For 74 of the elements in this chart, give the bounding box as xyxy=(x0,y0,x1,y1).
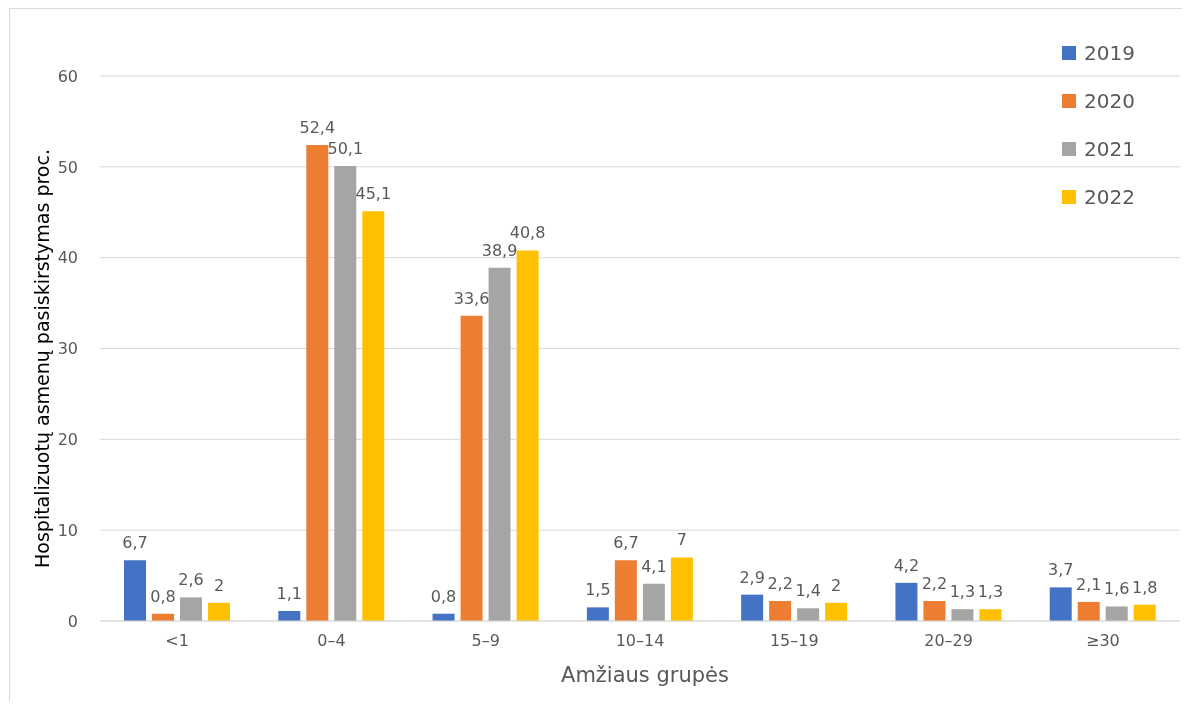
data-label: 50,1 xyxy=(327,138,364,158)
bar xyxy=(1077,601,1100,621)
data-label: 40,8 xyxy=(509,223,546,243)
bar xyxy=(923,601,946,621)
x-tick-label: <1 xyxy=(165,631,189,651)
data-label: 1,3 xyxy=(949,582,976,602)
bar xyxy=(306,145,329,621)
data-label: 2,9 xyxy=(739,567,765,587)
x-tick-label: ≥30 xyxy=(1085,631,1120,651)
bar xyxy=(334,165,357,621)
x-tick-label: 15–19 xyxy=(769,631,819,651)
y-tick-label: 40 xyxy=(57,248,78,268)
data-label: 1,5 xyxy=(585,580,611,600)
y-axis-title: Hospitalizuotų asmenų pasiskirstymas proc. xyxy=(31,149,53,568)
data-label: 1,8 xyxy=(1131,577,1158,597)
y-tick-label: 60 xyxy=(57,66,78,86)
bar xyxy=(180,597,202,621)
bar xyxy=(124,560,146,621)
data-label: 2,2 xyxy=(767,574,793,594)
data-label: 2 xyxy=(213,575,225,595)
bar xyxy=(614,560,637,621)
x-axis-title: Amžiaus grupės xyxy=(561,663,729,687)
bar xyxy=(1133,604,1156,621)
legend-label: 2022 xyxy=(1084,185,1135,209)
data-label: 2,2 xyxy=(921,574,948,594)
data-label: 1,1 xyxy=(276,584,303,604)
bar xyxy=(642,583,665,621)
bar xyxy=(278,611,301,621)
legend-label: 2019 xyxy=(1084,41,1135,65)
data-label: 0,8 xyxy=(150,586,176,606)
data-label: 2,6 xyxy=(178,570,204,590)
bar xyxy=(797,608,820,621)
bar xyxy=(741,594,764,621)
x-tick-label: 20–29 xyxy=(924,631,973,651)
bar xyxy=(362,211,385,621)
bar xyxy=(586,607,609,621)
bar xyxy=(895,582,918,621)
bar xyxy=(825,602,848,621)
bar xyxy=(488,267,511,621)
legend-label: 2021 xyxy=(1084,137,1135,161)
data-label: 4,2 xyxy=(893,555,920,575)
bar xyxy=(1105,606,1128,621)
y-tick-label: 20 xyxy=(57,430,78,450)
data-label: 6,7 xyxy=(122,533,148,553)
data-label: 0,8 xyxy=(430,586,457,606)
x-tick-label: 10–14 xyxy=(615,631,665,651)
data-label: 2,1 xyxy=(1075,574,1102,594)
bar xyxy=(460,315,483,621)
x-tick-label: 0–4 xyxy=(317,631,346,651)
data-label: 1,6 xyxy=(1103,579,1130,599)
bar xyxy=(951,609,974,621)
y-tick-label: 50 xyxy=(57,157,78,177)
data-label: 6,7 xyxy=(613,533,639,553)
data-label: 38,9 xyxy=(481,240,518,260)
bar xyxy=(979,609,1002,621)
data-label: 45,1 xyxy=(355,184,392,204)
data-label: 4,1 xyxy=(641,556,667,576)
legend-label: 2020 xyxy=(1084,89,1135,113)
bar xyxy=(208,602,230,621)
data-label: 52,4 xyxy=(299,118,336,138)
y-tick-label: 0 xyxy=(67,611,78,631)
bar xyxy=(1049,587,1072,621)
data-label: 1,4 xyxy=(795,581,821,601)
data-label: 7 xyxy=(676,530,687,550)
data-label: 3,7 xyxy=(1047,560,1074,580)
y-tick-label: 30 xyxy=(57,339,78,359)
y-tick-label: 10 xyxy=(57,520,78,540)
data-label: 2 xyxy=(831,575,842,595)
bar xyxy=(769,601,792,621)
data-label: 33,6 xyxy=(453,288,490,308)
data-label: 1,3 xyxy=(977,582,1004,602)
bar xyxy=(516,250,539,621)
bar xyxy=(670,557,693,621)
x-tick-label: 5–9 xyxy=(471,631,500,651)
